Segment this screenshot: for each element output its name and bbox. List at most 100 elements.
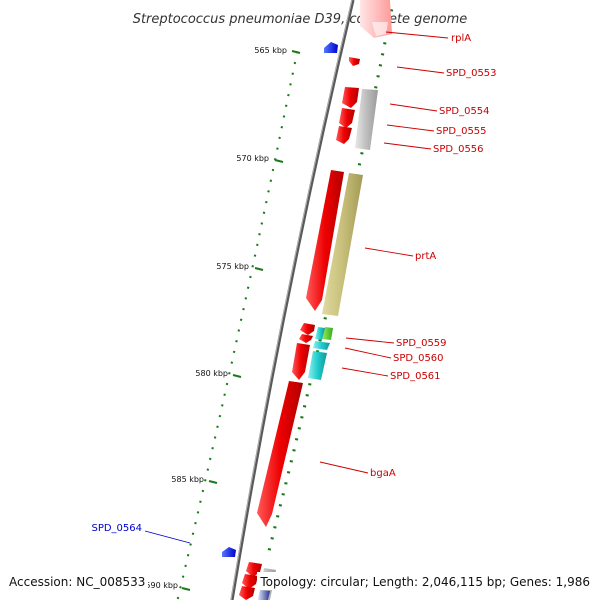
leader-bgaA <box>319 461 369 474</box>
leader-prtA <box>364 247 414 257</box>
gene-red-bottom-c[interactable] <box>239 586 255 600</box>
gene-SPD_0554[interactable] <box>342 87 359 108</box>
scale-minor-tick <box>206 468 210 471</box>
inner-track-tick <box>286 471 291 474</box>
scale-label-575: 575 kbp <box>216 262 249 271</box>
leader-SPD_0560 <box>344 347 392 359</box>
genome-backbone <box>230 0 355 600</box>
leader-SPD_0564 <box>144 530 191 544</box>
inner-track-tick <box>318 339 322 342</box>
leader-SPD_0555 <box>386 124 435 132</box>
gene-red-bottom-b[interactable] <box>242 574 258 589</box>
scale-label-580: 580 kbp <box>195 369 228 378</box>
scale-minor-tick <box>221 404 224 407</box>
gene-label-SPD_0555[interactable]: SPD_0555 <box>436 126 487 137</box>
scale-minor-tick <box>249 275 252 279</box>
genome-backbone-highlight <box>230 0 353 600</box>
scale-minor-tick <box>244 297 248 300</box>
inner-track-tick <box>270 537 274 540</box>
scale-minor-tick <box>232 350 236 354</box>
map-title: Streptococcus pneumoniae D39, complete g… <box>133 12 468 27</box>
inner-track-tick <box>294 438 299 441</box>
gene-SPD_0555[interactable] <box>339 108 355 128</box>
gene-label-SPD_0556[interactable]: SPD_0556 <box>433 144 484 155</box>
scale-minor-tick <box>246 286 250 289</box>
gene-rplA[interactable] <box>360 0 392 38</box>
scale-minor-tick <box>228 372 231 375</box>
scale-minor-tick <box>216 425 219 429</box>
scale-minor-tick <box>287 93 290 97</box>
gene-prtA[interactable] <box>306 170 344 311</box>
major-tick-580 <box>232 374 242 378</box>
scale-minor-tick <box>265 200 268 204</box>
inner-track-tick <box>300 416 304 419</box>
gene-SPD_0553[interactable] <box>349 57 360 66</box>
gene-arrow-blue-top[interactable] <box>324 42 338 53</box>
gene-SPD_0564[interactable] <box>222 547 236 557</box>
leader-SPD_0559 <box>345 337 395 344</box>
scale-minor-tick <box>251 265 254 268</box>
inner-track-tick <box>281 493 285 496</box>
gene-green-block <box>322 327 333 340</box>
scale-label-570: 570 kbp <box>236 154 269 163</box>
scale-minor-tick <box>204 479 207 482</box>
gene-label-SPD_0561[interactable]: SPD_0561 <box>390 371 441 382</box>
scale-minor-tick <box>276 147 279 150</box>
gene-label-SPD_0564[interactable]: SPD_0564 <box>91 523 142 534</box>
scale-minor-tick <box>218 414 222 418</box>
footer-topology-bg <box>257 572 597 590</box>
scale-minor-tick <box>291 72 294 75</box>
scale-minor-tick <box>225 382 229 386</box>
major-tick-575 <box>254 267 264 271</box>
scale-minor-tick <box>282 115 286 118</box>
leader-SPD_0561 <box>341 367 389 377</box>
major-tick-585 <box>208 480 218 484</box>
scale-minor-tick <box>201 489 205 493</box>
scale-minor-tick <box>237 329 241 332</box>
inner-track-tick <box>276 515 280 518</box>
gene-cyan-block-a <box>315 327 325 340</box>
gene-SPD_0560[interactable] <box>299 334 313 343</box>
gene-cyan-block-b <box>313 341 330 350</box>
inner-track-tick <box>357 163 362 166</box>
gene-label-SPD_0560[interactable]: SPD_0560 <box>393 353 444 364</box>
scale-minor-tick <box>271 168 275 172</box>
scale-minor-tick <box>213 436 217 439</box>
inner-track-tick <box>297 427 301 430</box>
scale-minor-tick <box>284 104 288 108</box>
gene-SPD_0559[interactable] <box>300 323 315 335</box>
inner-track-tick <box>289 460 293 463</box>
gene-label-prtA[interactable]: prtA <box>415 251 436 262</box>
gene-label-SPD_0553[interactable]: SPD_0553 <box>446 68 497 79</box>
inner-track-tick <box>383 42 387 45</box>
scale-minor-tick <box>184 564 187 568</box>
gene-bgaA[interactable] <box>257 381 303 527</box>
gene-SPD_0556[interactable] <box>336 126 352 144</box>
leader-SPD_0553 <box>396 66 445 74</box>
scale-minor-tick <box>199 500 202 503</box>
scale-minor-tick <box>239 318 243 322</box>
gene-SPD_0561[interactable] <box>292 343 310 380</box>
scale-minor-tick <box>293 61 297 65</box>
gene-label-bgaA[interactable]: bgaA <box>370 468 396 479</box>
gene-label-SPD_0559[interactable]: SPD_0559 <box>396 338 447 349</box>
scale-minor-tick <box>211 446 214 450</box>
scale-minor-tick <box>256 243 259 247</box>
inner-track-tick <box>292 449 296 452</box>
leader-lines <box>144 31 449 544</box>
scale-minor-tick <box>267 190 270 193</box>
inner-track-tick <box>302 405 307 408</box>
gene-label-SPD_0554[interactable]: SPD_0554 <box>439 106 490 117</box>
footer-topology: Topology: circular; Length: 2,046,115 bp… <box>259 575 590 589</box>
footer-accession: Accession: NC_008533 <box>9 575 145 589</box>
scale-minor-tick <box>196 511 200 514</box>
inner-track-tick <box>380 53 385 56</box>
gene-label-rplA[interactable]: rplA <box>451 33 471 44</box>
scale-minor-tick <box>253 254 257 257</box>
inner-track-tick <box>305 394 309 397</box>
inner-track-tick <box>267 548 272 551</box>
scale-minor-tick <box>208 457 212 461</box>
scale-major-ticks <box>181 50 301 591</box>
scale-minor-ticks <box>176 51 299 600</box>
major-tick-590 <box>181 587 191 591</box>
